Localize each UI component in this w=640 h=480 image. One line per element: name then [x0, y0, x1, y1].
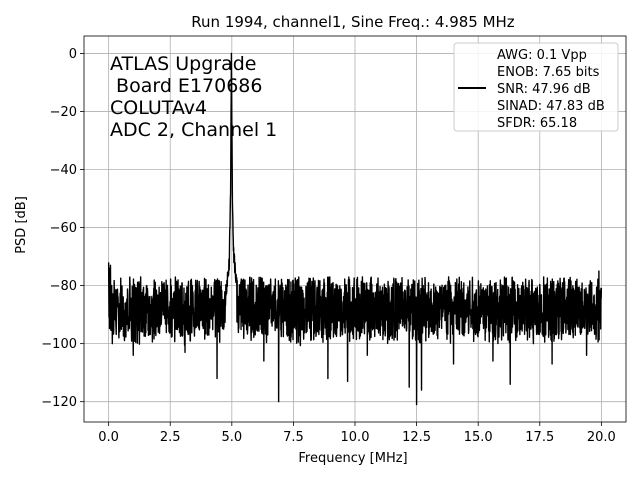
y-tick-label: 0 — [69, 47, 77, 62]
grid — [84, 36, 626, 422]
annotation-line: COLUTAv4 — [110, 97, 207, 119]
psd-series-line — [107, 52, 603, 406]
legend: AWG: 0.1 Vpp ENOB: 7.65 bits SNR: 47.96 dB… — [453, 42, 619, 132]
x-tick-label: 17.5 — [525, 430, 554, 445]
y-tick-label: −80 — [50, 279, 77, 294]
x-tick-label: 7.5 — [283, 430, 304, 445]
y-tick-label: −60 — [50, 221, 77, 236]
legend-box — [453, 42, 619, 132]
y-tick-label: −40 — [50, 163, 77, 178]
chart-title: Run 1994, channel1, Sine Freq.: 4.985 MH… — [191, 13, 515, 31]
x-tick-label: 10.0 — [341, 430, 370, 445]
annotation-line: Board E170686 — [110, 75, 262, 97]
x-tick-label: 20.0 — [587, 430, 616, 445]
x-tick-label: 5.0 — [221, 430, 242, 445]
y-tick-label: −20 — [50, 105, 77, 120]
x-tick-label: 2.5 — [160, 430, 181, 445]
annotation-line: ADC 2, Channel 1 — [110, 119, 277, 141]
data-layer — [107, 52, 603, 406]
annotation-line: ATLAS Upgrade — [110, 53, 256, 75]
legend-entry: SNR: 47.96 dB — [497, 82, 591, 97]
y-tick-label: −120 — [41, 395, 77, 410]
y-axis-label: PSD [dB] — [14, 196, 29, 254]
x-tick-label: 0.0 — [98, 430, 119, 445]
legend-entry: ENOB: 7.65 bits — [497, 65, 600, 80]
legend-entry: SFDR: 65.18 — [497, 116, 577, 131]
x-tick-label: 12.5 — [402, 430, 431, 445]
legend-entry: AWG: 0.1 Vpp — [497, 48, 587, 63]
x-tick-label: 15.0 — [464, 430, 493, 445]
y-tick-label: −100 — [41, 337, 77, 352]
x-axis-label: Frequency [MHz] — [298, 451, 407, 466]
legend-entry: SINAD: 47.83 dB — [497, 99, 605, 114]
ticks: 0.0 2.5 5.0 7.5 10.0 12.5 15.0 17.5 20.0 0 −20 −40 −… — [41, 47, 616, 445]
